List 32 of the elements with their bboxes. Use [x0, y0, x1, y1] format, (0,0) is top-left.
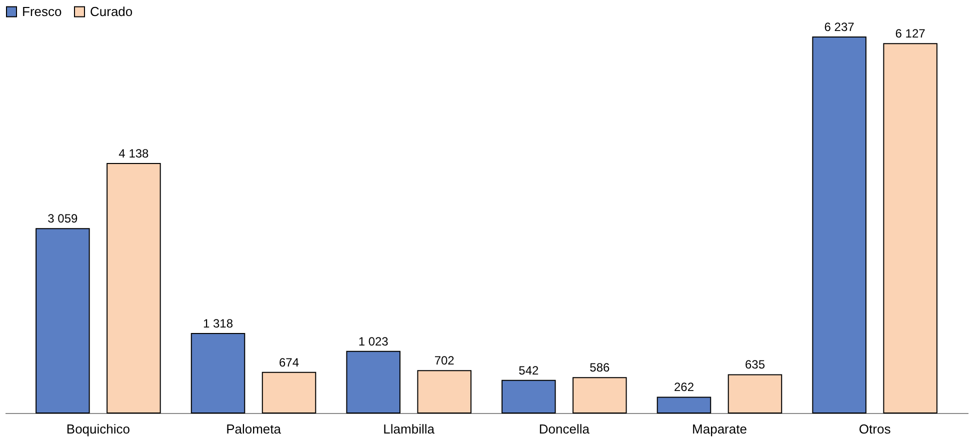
data-label: 1 023	[358, 334, 389, 348]
bar	[572, 377, 627, 414]
data-label: 6 237	[824, 20, 855, 34]
bar	[262, 372, 316, 414]
data-label: 542	[518, 363, 539, 378]
data-label: 4 138	[118, 146, 150, 161]
data-label: 635	[744, 358, 766, 372]
bar	[502, 380, 556, 414]
bar	[346, 350, 400, 414]
bar	[190, 333, 246, 414]
legend-label: Curado	[90, 4, 133, 19]
data-label: 674	[279, 355, 300, 370]
x-tick-label: Otros	[858, 422, 892, 436]
bar	[883, 43, 938, 414]
x-tick-label: Boquichico	[66, 422, 130, 436]
bar	[812, 36, 866, 414]
x-tick-label: Palometa	[226, 422, 282, 436]
x-tick-label: Doncella	[538, 422, 590, 436]
legend-label: Fresco	[22, 4, 62, 19]
bar	[36, 228, 90, 414]
data-label: 6 127	[895, 26, 926, 41]
data-label: 3 059	[48, 212, 78, 226]
data-label: 702	[434, 354, 455, 368]
bar	[417, 370, 472, 414]
x-tick-label: Maparate	[692, 422, 747, 436]
data-label: 1 318	[203, 316, 234, 331]
data-label: 262	[674, 380, 694, 394]
x-tick-label: Llambilla	[383, 422, 436, 436]
bar	[656, 396, 712, 414]
bar	[106, 163, 161, 414]
data-label: 586	[590, 360, 610, 375]
bar	[728, 374, 782, 414]
